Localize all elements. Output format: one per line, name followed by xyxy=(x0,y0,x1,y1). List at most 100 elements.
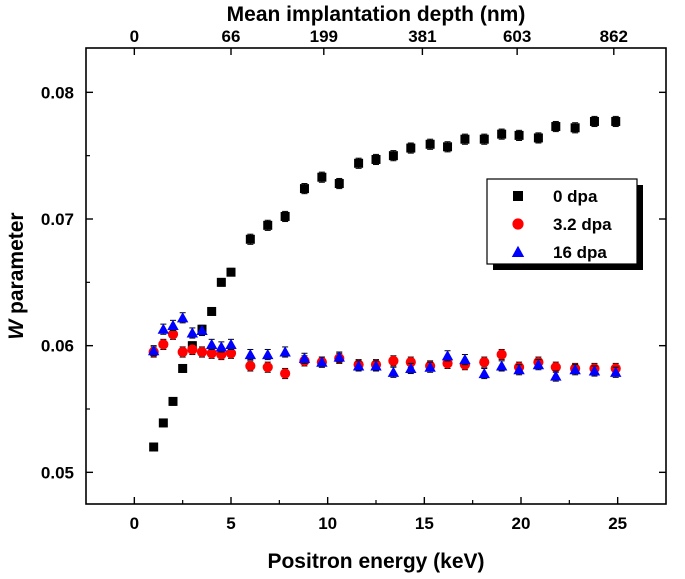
data-point xyxy=(405,362,417,374)
data-point xyxy=(443,142,453,152)
y-tick-labels: 0.05 0.06 0.07 0.08 xyxy=(41,83,74,482)
data-point xyxy=(226,267,236,277)
series-0-dpa xyxy=(149,115,621,452)
data-point xyxy=(149,442,159,452)
top-axis-title: Mean implantation depth (nm) xyxy=(227,3,526,26)
top-tick-labels: 0 66 199 381 603 862 xyxy=(130,27,628,46)
top-tick-label: 66 xyxy=(222,27,241,46)
y-axis-title: W parameter xyxy=(5,212,28,339)
data-point xyxy=(479,134,489,144)
data-point xyxy=(206,348,217,359)
axis-ticks xyxy=(86,48,666,504)
data-point xyxy=(514,130,524,140)
legend-marker xyxy=(512,218,524,230)
data-point xyxy=(280,368,291,379)
x-tick-label: 20 xyxy=(512,514,531,533)
data-point xyxy=(299,184,309,194)
data-point xyxy=(371,154,381,164)
data-point xyxy=(279,346,291,357)
data-point xyxy=(441,350,454,361)
data-point xyxy=(158,339,169,350)
data-point xyxy=(496,349,507,360)
data-point xyxy=(167,319,179,330)
y-tick-label: 0.08 xyxy=(41,83,74,102)
legend-label: 0 dpa xyxy=(553,187,598,206)
data-point xyxy=(245,360,256,372)
data-point xyxy=(207,306,217,316)
data-point xyxy=(513,364,525,375)
data-point xyxy=(334,179,344,189)
data-point xyxy=(460,134,470,144)
legend-entries: 0 dpa 3.2 dpa 16 dpa xyxy=(511,187,612,262)
legend-marker xyxy=(511,245,525,257)
data-point xyxy=(370,360,382,371)
data-point xyxy=(167,329,179,340)
x-tick-label: 0 xyxy=(130,514,139,533)
x-tick-label: 15 xyxy=(415,514,434,533)
legend-marker xyxy=(513,191,523,201)
data-point xyxy=(406,143,416,153)
data-point xyxy=(244,348,257,360)
data-point xyxy=(425,139,435,149)
data-point xyxy=(262,362,273,373)
plot-frame xyxy=(85,47,667,505)
data-point xyxy=(280,211,290,221)
top-tick-label: 0 xyxy=(130,27,139,46)
data-point xyxy=(186,327,199,338)
data-point xyxy=(215,341,228,352)
data-point xyxy=(262,348,274,360)
data-point xyxy=(550,362,561,373)
x-tick-label: 10 xyxy=(318,514,337,533)
data-point xyxy=(551,122,561,132)
data-point xyxy=(611,116,621,126)
data-point xyxy=(405,357,416,368)
data-point xyxy=(147,345,160,356)
top-tick-label: 603 xyxy=(503,27,531,46)
top-tick-label: 199 xyxy=(310,27,338,46)
data-point xyxy=(532,358,545,370)
legend-box xyxy=(486,178,638,265)
data-point xyxy=(216,277,226,287)
data-point xyxy=(495,360,508,371)
data-point xyxy=(479,357,490,368)
top-tick-label: 381 xyxy=(408,27,436,46)
data-point xyxy=(352,360,365,371)
data-point xyxy=(354,158,364,168)
top-tick-label: 862 xyxy=(600,27,628,46)
data-point xyxy=(196,324,208,336)
data-point xyxy=(168,396,178,406)
data-point xyxy=(588,365,601,376)
x-axis-title: Positron energy (keV) xyxy=(267,550,484,573)
data-point xyxy=(610,366,622,377)
data-point xyxy=(550,370,562,381)
data-point xyxy=(196,346,208,358)
data-point xyxy=(533,133,543,143)
x-tick-label: 25 xyxy=(608,514,627,533)
data-point xyxy=(497,129,507,139)
y-tick-label: 0.07 xyxy=(41,210,74,229)
legend-label: 3.2 dpa xyxy=(553,215,612,234)
data-point xyxy=(298,352,311,363)
data-point xyxy=(589,116,599,126)
data-point xyxy=(245,234,255,244)
data-point xyxy=(177,346,188,358)
data-point xyxy=(459,353,471,365)
data-point xyxy=(569,364,581,375)
data-point xyxy=(388,355,399,366)
x-tick-label: 5 xyxy=(226,514,235,533)
data-point xyxy=(176,312,189,323)
data-point xyxy=(157,323,170,334)
y-tick-label: 0.06 xyxy=(41,337,74,356)
y-axis-title-italic: W xyxy=(5,318,28,340)
data-point xyxy=(225,348,237,359)
data-point xyxy=(263,220,273,230)
y-tick-label: 0.05 xyxy=(41,463,74,482)
data-point xyxy=(317,172,327,182)
data-point xyxy=(570,123,580,133)
y-axis-title-rest: parameter xyxy=(5,212,28,319)
data-point xyxy=(158,418,168,428)
series-16-dpa xyxy=(147,312,622,382)
data-point xyxy=(225,338,237,349)
data-point xyxy=(387,366,400,377)
